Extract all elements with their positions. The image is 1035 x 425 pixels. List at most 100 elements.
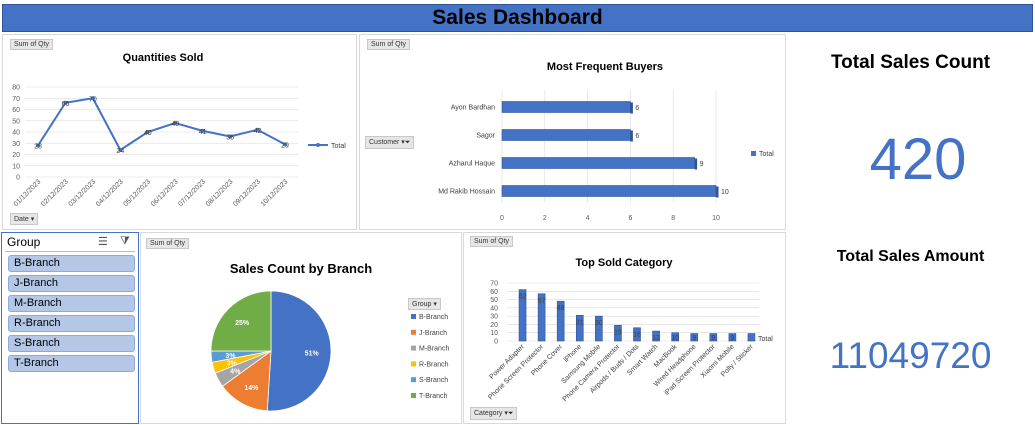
x-tick-label: 01/12/2023 (13, 178, 43, 208)
data-point (118, 148, 123, 152)
category-label: Ayon Bardhan (451, 105, 495, 112)
data-label: 29 (281, 142, 289, 149)
bar (671, 332, 679, 342)
data-label: 12 (652, 335, 660, 342)
sum-of-qty-button[interactable]: Sum of Qty (146, 238, 190, 249)
data-label: 42 (254, 128, 262, 135)
date-filter-button[interactable]: Date ▾ (10, 213, 39, 225)
bar (556, 300, 565, 342)
bar (709, 333, 718, 342)
x-tick-label: 06/12/2023 (150, 178, 180, 208)
x-tick-label: 6 (628, 215, 632, 222)
data-label: 41 (199, 129, 207, 136)
data-point (200, 128, 205, 133)
dropdown-arrow-icon: ▾ (433, 301, 437, 308)
bar (633, 327, 641, 342)
slicer-item-s-branch[interactable]: S-Branch (8, 335, 135, 352)
data-label: 40 (144, 130, 152, 137)
branch-chart-title: Sales Count by Branch (229, 261, 373, 276)
data-label: 62 (519, 294, 527, 301)
data-label: 10 (721, 189, 729, 196)
category-label: Azharul Haque (449, 161, 495, 168)
x-tick-label: 07/12/2023 (177, 178, 207, 208)
total-sales-count-label: Total Sales Count (830, 52, 991, 73)
slicer-title: Group (7, 235, 41, 249)
pie-data-label: 3% (227, 360, 238, 367)
y-tick-label: 50 (12, 118, 20, 125)
data-label: 30 (595, 320, 603, 327)
legend-label: S-Branch (419, 377, 448, 384)
dropdown-arrow-icon: ▾ (30, 216, 35, 223)
data-point (36, 143, 40, 148)
y-tick-label: 80 (12, 85, 20, 92)
filter-dropdown-icon: ▾⏷ (504, 410, 514, 417)
category-legend: Total (750, 335, 773, 343)
quantities-sold-panel: Sum of Qty Quantities Sold 0 10 20 30 40 50 60… (2, 34, 357, 230)
sum-of-qty-button[interactable]: Sum of Qty (367, 39, 411, 50)
slicer-item-m-branch[interactable]: M-Branch (8, 295, 135, 312)
y-tick-label: 30 (490, 314, 498, 321)
clear-filter-icon[interactable]: ⧩ (120, 235, 130, 247)
x-tick-label: 10/12/2023 (260, 178, 290, 208)
bar (728, 333, 737, 342)
x-tick-label: 03/12/2023 (68, 178, 98, 208)
y-tick-label: 60 (490, 289, 498, 296)
y-tick-label: 10 (12, 163, 20, 170)
data-label: 24 (116, 148, 124, 155)
y-tick-label: 10 (490, 330, 498, 337)
data-point (145, 130, 150, 134)
category-chart-title: Top Sold Category (575, 257, 673, 269)
x-tick-label: 4 (586, 215, 590, 222)
bar-depth (630, 130, 633, 142)
slicer-item-j-branch[interactable]: J-Branch (8, 275, 135, 292)
slicer-item-r-branch[interactable]: R-Branch (8, 315, 135, 332)
y-tick-label: 70 (490, 281, 498, 288)
x-tick-label: 09/12/2023 (232, 178, 262, 208)
customer-filter-button[interactable]: Customer ▾⏷ (365, 136, 415, 149)
x-tick-label: 0 (500, 215, 504, 222)
group-filter-label: Group (412, 301, 432, 308)
data-label: 9 (711, 335, 715, 342)
legend-label: T-Branch (419, 393, 448, 400)
data-label: 19 (614, 329, 622, 336)
quantities-line-chart: 0 10 20 30 40 50 60 70 80 01/12/202302/12/202303… (12, 85, 346, 209)
pie-data-label: 25% (235, 320, 250, 327)
group-filter-button[interactable]: Group ▾ (408, 298, 441, 310)
legend-point-marker (316, 143, 320, 147)
multi-select-icon[interactable]: ☰ (98, 236, 108, 248)
data-point (228, 134, 233, 139)
slicer-item-b-branch[interactable]: B-Branch (8, 255, 135, 272)
dashboard-title-bar: Sales Dashboard (2, 4, 1033, 32)
y-tick-label: 0 (494, 339, 498, 346)
bar (501, 185, 717, 197)
y-tick-label: 20 (12, 152, 20, 159)
branch-pie-chart: 51% 14% 4% 3%3% 25% B-Branch J-Branch M-Branch… (210, 290, 449, 412)
bar (614, 324, 622, 342)
data-label: 10 (671, 335, 679, 342)
total-sales-amount-label: Total Sales Amount (836, 248, 985, 265)
legend-swatch (411, 345, 416, 351)
buyers-bar-chart: 0 2 4 6 8 10 Ayon Bardhan 6 Sagor 6 Azharul Haque… (438, 90, 774, 222)
category-legend-label: Total (758, 336, 773, 343)
bar (690, 333, 699, 342)
sum-of-qty-button[interactable]: Sum of Qty (10, 39, 54, 50)
buyers-legend-label: Total (759, 151, 774, 158)
data-point (63, 100, 68, 105)
bar-depth (716, 186, 719, 198)
slicer-item-t-branch[interactable]: T-Branch (8, 355, 135, 372)
date-filter-label: Date (14, 216, 29, 223)
total-sales-amount-value: 11049720 (829, 335, 992, 376)
category-label: Sagor (476, 133, 495, 140)
legend-label: J-Branch (419, 330, 447, 337)
category-filter-button[interactable]: Category ▾⏷ (470, 407, 518, 420)
data-label: 6 (635, 133, 639, 140)
quantities-series-line (37, 97, 286, 152)
data-label: 36 (226, 135, 234, 142)
sum-of-qty-button[interactable]: Sum of Qty (470, 236, 514, 247)
x-tick-label: 08/12/2023 (205, 178, 235, 208)
frequent-buyers-panel: Sum of Qty Most Frequent Buyers 0 2 4 6 8 10 … (359, 34, 786, 230)
legend-swatch (750, 335, 755, 340)
x-tick-label: 02/12/2023 (40, 178, 70, 208)
legend-swatch (411, 314, 416, 319)
bar (595, 315, 603, 342)
